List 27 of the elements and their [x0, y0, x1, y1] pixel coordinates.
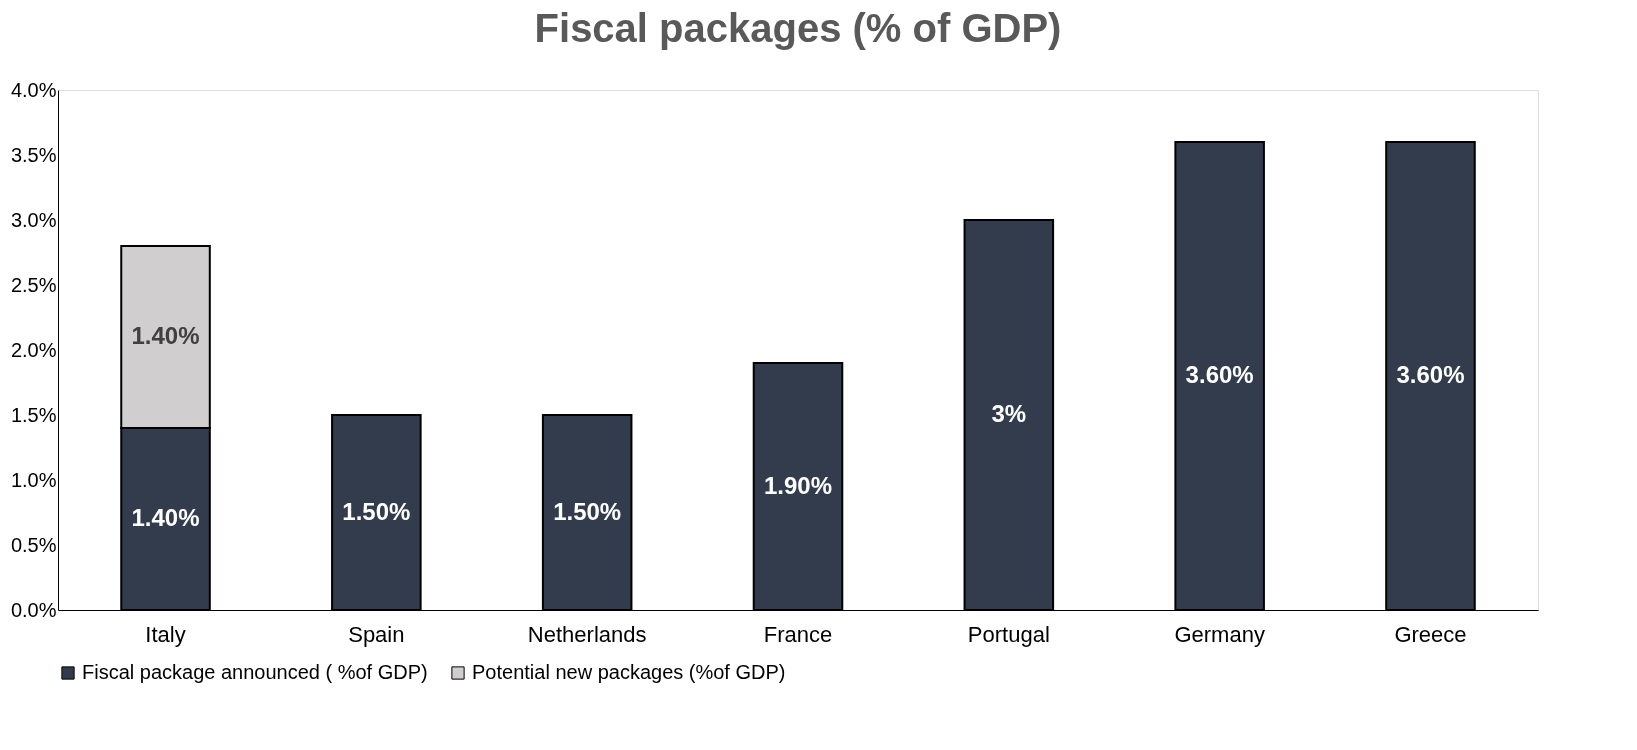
y-tick-label: 1.0%: [10, 468, 57, 491]
y-tick-label: 3.0%: [10, 208, 57, 231]
y-tick-label: 4.0%: [10, 78, 57, 101]
legend-label: Potential new packages (%of GDP): [472, 661, 786, 683]
data-label: 3%: [991, 400, 1027, 427]
x-tick-label: Germany: [1174, 621, 1265, 647]
x-tick-label: Spain: [348, 621, 405, 647]
y-tick-label: 1.5%: [10, 403, 57, 426]
y-tick-label: 2.0%: [10, 338, 57, 361]
y-tick-label: 0.0%: [10, 598, 57, 621]
data-label: 3.60%: [1185, 361, 1254, 388]
data-label: 3.60%: [1396, 361, 1465, 388]
x-tick-label: Netherlands: [527, 621, 647, 647]
x-tick-label: Italy: [145, 621, 186, 647]
x-tick-label: France: [763, 621, 833, 647]
data-label: 1.40%: [131, 322, 200, 349]
data-label: 1.50%: [553, 497, 622, 525]
x-tick-label: Greece: [1394, 621, 1467, 647]
y-tick-label: 3.5%: [10, 143, 57, 166]
x-tick-label: Portugal: [967, 621, 1050, 647]
legend-label: Fiscal package announced ( %of GDP): [82, 661, 428, 683]
data-label: 1.50%: [342, 497, 411, 525]
chart-title: Fiscal packages (% of GDP): [534, 6, 1062, 50]
data-label: 1.90%: [763, 471, 833, 499]
data-label: 1.40%: [131, 504, 200, 531]
y-tick-label: 2.5%: [10, 273, 57, 296]
y-tick-label: 0.5%: [10, 533, 57, 556]
